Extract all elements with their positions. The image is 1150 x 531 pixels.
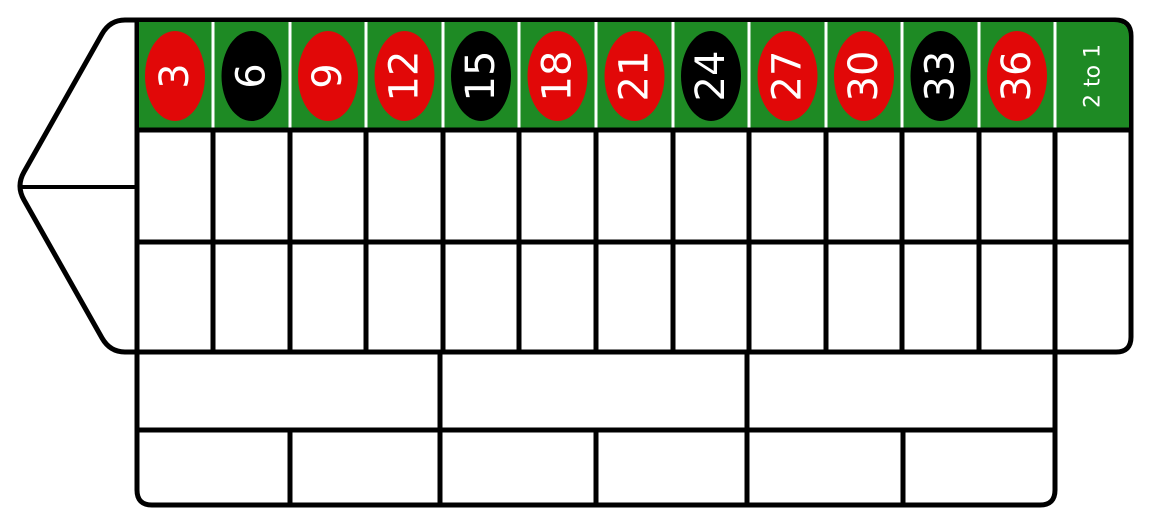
number-label: 15	[458, 51, 504, 102]
empty-bet-cell[interactable]	[676, 132, 746, 238]
empty-bet-cell[interactable]	[140, 132, 210, 238]
dozen-bet-cell[interactable]	[140, 355, 437, 427]
even-money-bet-cell[interactable]	[140, 433, 287, 502]
empty-bet-cell[interactable]	[293, 132, 363, 238]
empty-bet-cell[interactable]	[982, 244, 1052, 350]
black-number-oval	[451, 31, 511, 121]
even-money-bet-cell[interactable]	[750, 433, 900, 502]
number-label: 6	[229, 63, 275, 88]
number-cell-36[interactable]: 36	[987, 31, 1047, 121]
empty-bet-cell[interactable]	[522, 132, 593, 238]
empty-bet-cell[interactable]	[752, 244, 823, 350]
number-cell-33[interactable]: 33	[910, 31, 971, 121]
black-number-oval	[910, 31, 971, 121]
red-number-oval	[527, 31, 588, 121]
dozen-bet-cell[interactable]	[443, 355, 744, 427]
red-number-oval	[298, 31, 358, 121]
empty-bet-cell[interactable]	[293, 244, 363, 350]
red-number-oval	[834, 31, 894, 121]
black-number-oval	[221, 31, 282, 121]
empty-bet-cell[interactable]	[216, 244, 287, 350]
number-label: 27	[765, 51, 811, 102]
empty-bet-cell[interactable]	[599, 132, 670, 238]
number-label: 3	[152, 63, 198, 88]
empty-bet-cell[interactable]	[446, 244, 516, 350]
even-money-bet-cell[interactable]	[443, 433, 593, 502]
red-number-oval	[987, 31, 1047, 121]
empty-bet-cell[interactable]	[752, 132, 823, 238]
empty-bet-cell[interactable]	[905, 132, 976, 238]
empty-bet-cell[interactable]	[369, 132, 440, 238]
even-money-bet-cell[interactable]	[599, 433, 744, 502]
column-bet-2to1-top[interactable]: 2 to 1	[1081, 44, 1106, 108]
number-label: 30	[841, 51, 887, 102]
number-cell-21[interactable]: 21	[604, 31, 665, 121]
empty-bet-cell[interactable]	[829, 244, 899, 350]
empty-bet-cell[interactable]	[522, 244, 593, 350]
empty-bet-cell[interactable]	[599, 244, 670, 350]
number-cell-6[interactable]: 6	[221, 31, 282, 121]
number-label: 36	[994, 51, 1040, 102]
empty-bet-cell[interactable]	[446, 132, 516, 238]
red-number-oval	[374, 31, 435, 121]
number-cell-30[interactable]: 30	[834, 31, 894, 121]
black-number-oval	[681, 31, 741, 121]
empty-bet-cell[interactable]	[1058, 132, 1128, 238]
empty-bet-cell[interactable]	[829, 132, 899, 238]
empty-bet-cell[interactable]	[905, 244, 976, 350]
empty-bet-cell[interactable]	[676, 244, 746, 350]
number-label: 21	[612, 51, 658, 102]
number-cell-12[interactable]: 12	[374, 31, 435, 121]
number-label: 9	[305, 63, 351, 88]
empty-bet-cell[interactable]	[140, 244, 210, 350]
number-cell-24[interactable]: 24	[681, 31, 741, 121]
number-label: 12	[382, 51, 428, 102]
number-label: 18	[535, 51, 581, 102]
number-cell-18[interactable]: 18	[527, 31, 588, 121]
number-cell-15[interactable]: 15	[451, 31, 511, 121]
number-label: 33	[918, 51, 964, 102]
empty-bet-cell[interactable]	[369, 244, 440, 350]
empty-bet-cell[interactable]	[216, 132, 287, 238]
number-cell-27[interactable]: 27	[757, 31, 818, 121]
even-money-bet-cell[interactable]	[293, 433, 437, 502]
red-number-oval	[757, 31, 818, 121]
dozen-bet-cell[interactable]	[750, 355, 1052, 427]
empty-bet-cell[interactable]	[1058, 244, 1128, 350]
number-label: 24	[688, 51, 734, 102]
empty-bet-cell[interactable]	[982, 132, 1052, 238]
red-number-oval	[145, 31, 205, 121]
number-cell-9[interactable]: 9	[298, 31, 358, 121]
number-cell-3[interactable]: 3	[145, 31, 205, 121]
even-money-bet-cell[interactable]	[906, 433, 1052, 502]
red-number-oval	[604, 31, 665, 121]
